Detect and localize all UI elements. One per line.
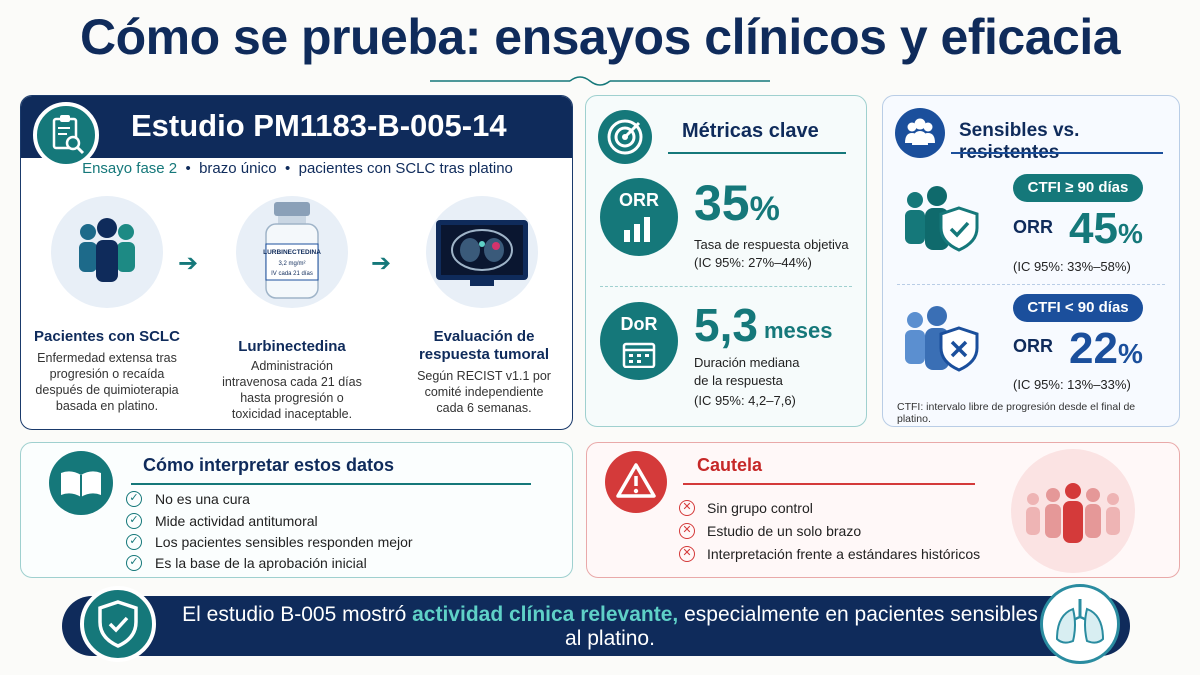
scan-illustration xyxy=(426,196,538,308)
patients-illustration xyxy=(51,196,163,308)
people-icon xyxy=(79,218,135,282)
conclusion-post: especialmente en pacientes sensibles al … xyxy=(565,603,1038,650)
vial-icon: LURBINECTEDINA 3,2 mg/m² IV cada 21 días xyxy=(263,202,321,299)
interpret-item: Es la base de la aprobación inicial xyxy=(155,555,367,571)
sensitive-orr-value: 45% xyxy=(1069,204,1143,253)
page-title: Cómo se prueba: ensayos clínicos y efica… xyxy=(79,9,1121,65)
orr-label: Tasa de respuesta objetiva xyxy=(694,237,849,252)
phase-label: Ensayo fase 2 xyxy=(82,160,178,177)
resistant-orr-label: ORR xyxy=(1013,336,1053,356)
sensitivity-underline xyxy=(951,152,1163,154)
sensitivity-heading: Sensibles vs. resistentes xyxy=(959,120,1080,163)
group-icon xyxy=(895,108,945,158)
vial-label-3: IV cada 21 días xyxy=(271,271,313,277)
step-title-patients: Pacientes con SCLC xyxy=(34,328,180,345)
warning-icon xyxy=(605,451,667,513)
study-title: Estudio PM1183-B-005-14 xyxy=(131,108,507,143)
dor-badge-label: DoR xyxy=(620,314,658,334)
study-subtitle: Ensayo fase 2 • brazo único • pacientes … xyxy=(21,160,572,177)
conclusion-pre: El estudio B-005 mostró xyxy=(182,603,413,626)
people-icon xyxy=(1026,483,1120,543)
orr-ci: (IC 95%: 27%–44%) xyxy=(694,255,812,270)
orr-value: 35% xyxy=(694,175,780,231)
dor-value: 5,3 xyxy=(694,299,758,351)
study-header-band xyxy=(21,96,572,158)
vial-label-2: 3,2 mg/m² xyxy=(278,261,305,267)
check-icon: ✓ xyxy=(126,491,142,507)
x-circle-icon: ✕ xyxy=(679,500,695,516)
step-text-drug: Administración intravenosa cada 21 días … xyxy=(222,359,362,421)
x-circle-icon: ✕ xyxy=(679,523,695,539)
step-text-evaluation: Según RECIST v1.1 por comité independien… xyxy=(417,369,551,415)
metrics-heading: Métricas clave xyxy=(682,120,819,142)
check-icon: ✓ xyxy=(126,555,142,571)
bar-chart-icon xyxy=(624,217,650,242)
ctfi-footnote: CTFI: intervalo libre de progresión desd… xyxy=(897,401,1136,425)
caution-item: Sin grupo control xyxy=(707,500,813,516)
sensitive-ci: (IC 95%: 33%–58%) xyxy=(1013,259,1131,274)
sensitive-pill: CTFI ≥ 90 días xyxy=(1013,174,1143,202)
lungs-icon xyxy=(1040,584,1120,664)
caution-item: Interpretación frente a estándares histó… xyxy=(707,546,981,562)
clipboard-search-icon xyxy=(33,102,99,168)
resistant-orr-value: 22% xyxy=(1069,324,1143,373)
interpret-item: Mide actividad antitumoral xyxy=(155,513,318,529)
check-icon: ✓ xyxy=(126,513,142,529)
metrics-card: Métricas clave ORR 35% Tasa de respuesta… xyxy=(585,95,867,427)
dor-label-1: Duración mediana xyxy=(694,355,800,370)
caution-heading: Cautela xyxy=(697,455,763,475)
step-title-drug: Lurbinectedina xyxy=(238,338,346,355)
separator: • xyxy=(285,160,291,177)
caution-underline xyxy=(683,483,975,485)
conclusion-banner xyxy=(62,596,1130,656)
arrow-right-icon: ➔ xyxy=(178,250,199,277)
interpret-underline xyxy=(131,483,531,485)
conclusion-text: El estudio B-005 mostró actividad clínic… xyxy=(180,603,1040,651)
arrow-right-icon: ➔ xyxy=(371,250,392,277)
metrics-underline xyxy=(668,152,846,154)
step-title-evaluation: Evaluación de respuesta tumoral xyxy=(418,328,550,363)
resistant-pill: CTFI < 90 días xyxy=(1013,294,1143,322)
arm-label: brazo único xyxy=(199,160,277,177)
dor-ci: (IC 95%: 4,2–7,6) xyxy=(694,393,796,408)
conclusion-highlight: actividad clínica relevante, xyxy=(412,603,679,626)
sensitive-orr-label: ORR xyxy=(1013,217,1053,237)
ct-scan-icon xyxy=(436,220,528,286)
metrics-divider xyxy=(600,286,852,287)
interpret-heading: Cómo interpretar estos datos xyxy=(143,455,395,475)
caution-card: Cautela ✕ Sin grupo control ✕ Estudio de… xyxy=(586,442,1180,578)
vial-label-1: LURBINECTEDINA xyxy=(263,249,321,256)
caution-item: Estudio de un solo brazo xyxy=(707,523,862,539)
title-divider xyxy=(430,76,770,86)
resistant-ci: (IC 95%: 13%–33%) xyxy=(1013,377,1131,392)
step-text-patients: Enfermedad extensa tras progresión o rec… xyxy=(35,351,179,413)
book-icon xyxy=(49,451,113,515)
sensitive-group-shield-icon xyxy=(905,186,979,252)
resistant-group-shield-icon xyxy=(905,306,979,372)
orr-badge-label: ORR xyxy=(619,190,659,210)
interpretation-card: Cómo interpretar estos datos ✓ No es una… xyxy=(20,442,573,578)
check-icon: ✓ xyxy=(126,534,142,550)
shield-check-icon xyxy=(80,586,156,662)
target-icon xyxy=(598,110,652,164)
calendar-icon xyxy=(622,342,656,368)
interpret-item: Los pacientes sensibles responden mejor xyxy=(155,534,413,550)
dor-label-2: de la respuesta xyxy=(694,373,783,388)
dor-badge: DoR xyxy=(600,302,678,380)
interpret-item: No es una cura xyxy=(155,491,250,507)
sensitivity-card: Sensibles vs. resistentes CTFI ≥ 90 días… xyxy=(882,95,1180,427)
people-highlight-illustration xyxy=(1011,449,1135,573)
vial-illustration: LURBINECTEDINA 3,2 mg/m² IV cada 21 días xyxy=(236,196,348,308)
separator: • xyxy=(185,160,191,177)
orr-badge: ORR xyxy=(600,178,678,256)
study-card: Estudio PM1183-B-005-14 Ensayo fase 2 • … xyxy=(20,95,573,430)
sensitivity-divider xyxy=(897,284,1165,285)
population-label: pacientes con SCLC tras platino xyxy=(298,160,513,177)
x-circle-icon: ✕ xyxy=(679,546,695,562)
dor-unit: meses xyxy=(764,318,833,343)
